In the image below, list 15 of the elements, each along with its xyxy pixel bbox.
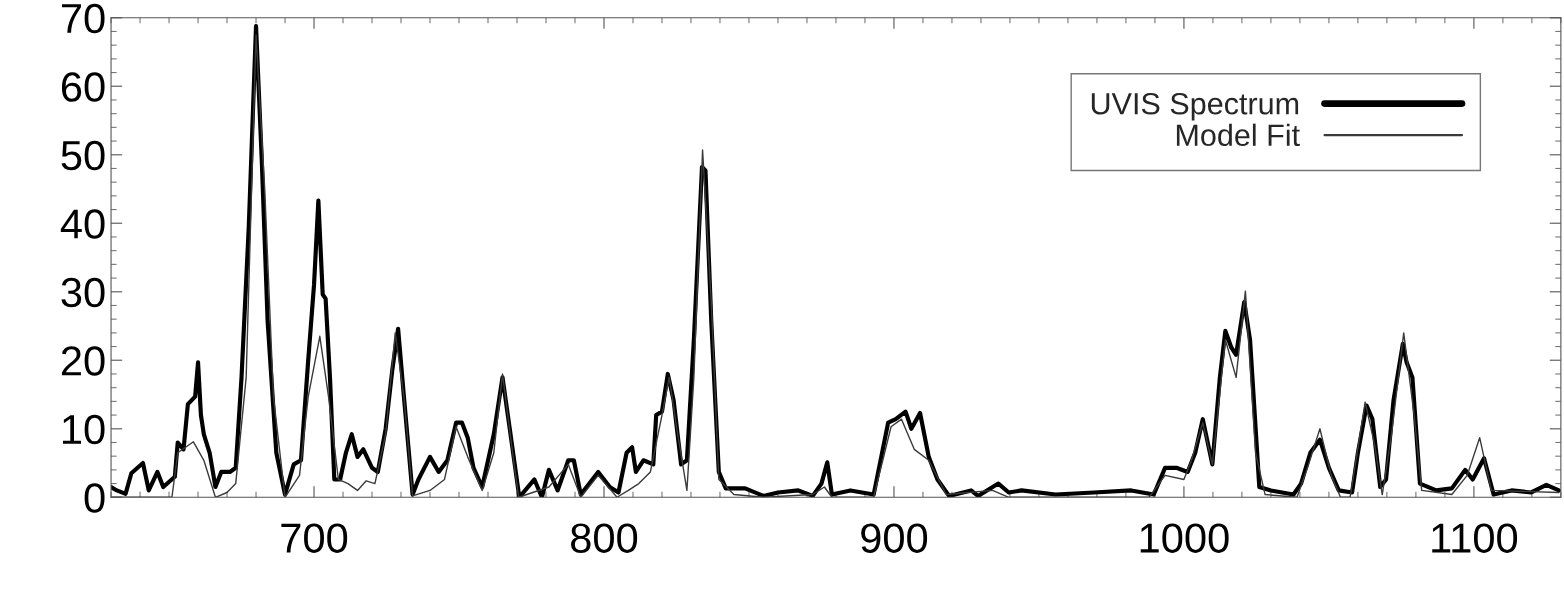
y-tick-label: 20 (61, 346, 105, 376)
x-tick-label: 900 (861, 523, 928, 553)
y-tick-label: 0 (84, 483, 105, 513)
y-tick-label: 40 (60, 209, 105, 239)
y-tick-label: 30 (61, 277, 105, 308)
x-tick-label: 800 (571, 523, 638, 553)
x-tick-label: 1000 (1140, 523, 1229, 553)
x-tick-label: 700 (281, 523, 348, 553)
y-tick-label: 60 (61, 72, 105, 102)
x-tick-label: 1100 (1432, 523, 1518, 553)
y-tick-label: 70 (61, 3, 105, 34)
legend-label: UVIS Spectrum (1091, 92, 1299, 121)
y-tick-label: 50 (61, 140, 105, 171)
legend-label: Model Fit (1176, 123, 1300, 147)
y-tick-label: 10 (63, 414, 105, 445)
